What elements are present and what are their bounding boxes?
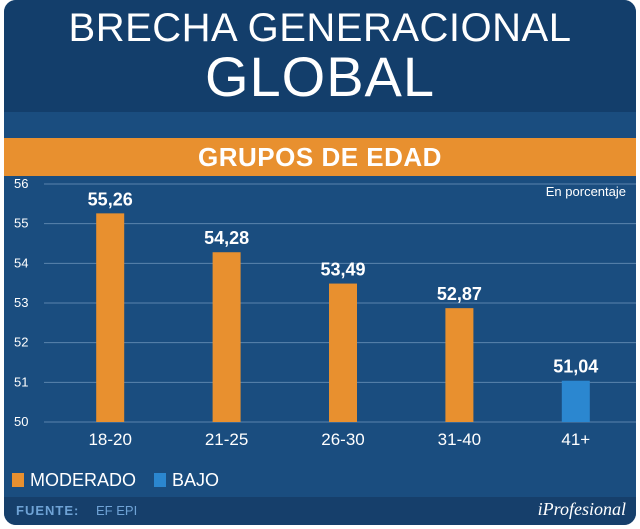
source-value: EF EPI: [96, 503, 138, 518]
y-tick-label: 51: [14, 374, 28, 389]
infographic-panel: BRECHA GENERACIONAL GLOBAL GRUPOS DE EDA…: [4, 0, 636, 525]
x-tick-label: 26-30: [321, 430, 364, 449]
x-tick-label: 21-25: [205, 430, 248, 449]
footer: FUENTE: EF EPI iProfesional: [4, 497, 636, 525]
title-line-1: BRECHA GENERACIONAL: [68, 6, 572, 50]
bar: [445, 308, 474, 422]
legend-label-bajo: BAJO: [172, 469, 220, 490]
legend: MODERADO BAJO: [12, 468, 237, 492]
data-label: 52,87: [437, 284, 482, 304]
legend-swatch-moderado: [12, 473, 24, 487]
title-line-2: GLOBAL: [204, 45, 436, 108]
y-tick-label: 50: [14, 414, 28, 429]
x-tick-label: 18-20: [88, 430, 131, 449]
y-tick-label: 52: [14, 335, 28, 350]
bar: [96, 213, 125, 422]
data-label: 54,28: [204, 228, 249, 248]
data-label: 55,26: [88, 189, 133, 209]
y-tick-label: 56: [14, 176, 28, 191]
section-band-label: GRUPOS DE EDAD: [198, 142, 442, 172]
y-tick-label: 54: [14, 255, 28, 270]
bar-chart: 50 51 52 53 54 55 56 55,26 18-20 54,28 21-25 53,49 2…: [14, 176, 636, 449]
legend-item-moderado: MODERADO: [12, 470, 136, 491]
brand-logo: iProfesional: [537, 499, 626, 519]
y-tick-label: 55: [14, 216, 28, 231]
legend-swatch-bajo: [154, 473, 167, 487]
bar: [212, 252, 241, 422]
data-label: 53,49: [320, 260, 365, 280]
legend-label-moderado: MODERADO: [30, 469, 137, 490]
x-tick-label: 41+: [561, 430, 590, 449]
title-box: BRECHA GENERACIONAL GLOBAL: [4, 0, 636, 112]
y-tick-label: 53: [14, 295, 28, 310]
unit-note: En porcentaje: [545, 184, 626, 199]
section-band: GRUPOS DE EDAD: [4, 138, 636, 176]
data-label: 51,04: [553, 357, 598, 377]
bar: [329, 283, 357, 422]
legend-item-bajo: BAJO: [154, 470, 219, 491]
bar: [561, 380, 590, 422]
x-tick-label: 31-40: [438, 430, 481, 449]
source-label: FUENTE:: [16, 503, 80, 518]
